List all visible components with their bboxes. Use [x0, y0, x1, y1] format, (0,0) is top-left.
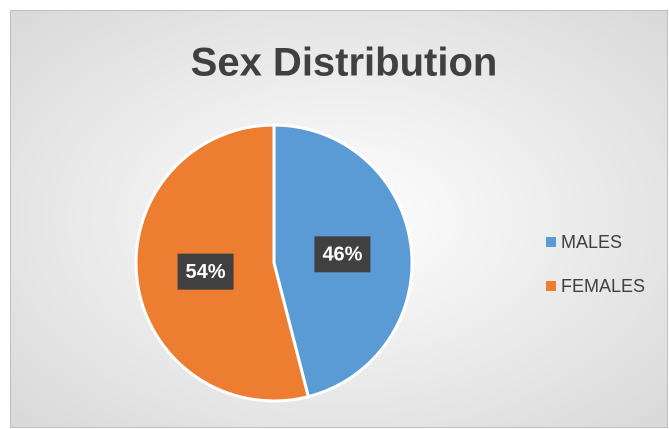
- legend-swatch: [546, 237, 556, 247]
- data-label-bg: [177, 253, 234, 290]
- chart-title: Sex Distribution: [191, 41, 498, 85]
- data-label: 46%: [322, 244, 362, 266]
- data-label-bg: [314, 236, 371, 273]
- data-label: 54%: [186, 261, 226, 283]
- legend-label: MALES: [561, 232, 622, 252]
- legend-label: FEMALES: [561, 276, 645, 296]
- legend-swatch: [546, 281, 556, 291]
